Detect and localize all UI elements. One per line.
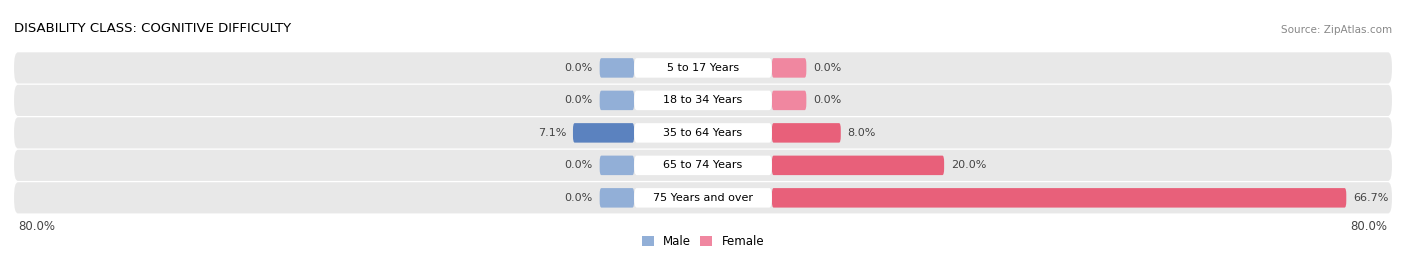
Text: DISABILITY CLASS: COGNITIVE DIFFICULTY: DISABILITY CLASS: COGNITIVE DIFFICULTY [14,22,291,35]
FancyBboxPatch shape [772,155,945,175]
Text: 0.0%: 0.0% [813,95,841,105]
Text: 66.7%: 66.7% [1353,193,1389,203]
FancyBboxPatch shape [599,91,634,110]
Legend: Male, Female: Male, Female [637,230,769,253]
Text: 0.0%: 0.0% [565,95,593,105]
FancyBboxPatch shape [634,188,772,208]
Text: 8.0%: 8.0% [848,128,876,138]
Text: 0.0%: 0.0% [565,160,593,170]
Text: 0.0%: 0.0% [565,193,593,203]
FancyBboxPatch shape [599,155,634,175]
FancyBboxPatch shape [14,85,1392,116]
FancyBboxPatch shape [14,52,1392,83]
Text: 35 to 64 Years: 35 to 64 Years [664,128,742,138]
Text: 5 to 17 Years: 5 to 17 Years [666,63,740,73]
Text: 0.0%: 0.0% [813,63,841,73]
Text: 65 to 74 Years: 65 to 74 Years [664,160,742,170]
FancyBboxPatch shape [634,58,772,78]
Text: 80.0%: 80.0% [18,220,55,233]
FancyBboxPatch shape [599,188,634,208]
FancyBboxPatch shape [14,117,1392,148]
FancyBboxPatch shape [634,123,772,143]
FancyBboxPatch shape [772,123,841,143]
FancyBboxPatch shape [634,155,772,175]
FancyBboxPatch shape [772,91,807,110]
FancyBboxPatch shape [772,58,807,78]
FancyBboxPatch shape [14,150,1392,181]
Text: 18 to 34 Years: 18 to 34 Years [664,95,742,105]
Text: 75 Years and over: 75 Years and over [652,193,754,203]
Text: Source: ZipAtlas.com: Source: ZipAtlas.com [1281,25,1392,35]
FancyBboxPatch shape [574,123,634,143]
FancyBboxPatch shape [634,91,772,110]
FancyBboxPatch shape [772,188,1347,208]
FancyBboxPatch shape [599,58,634,78]
Text: 80.0%: 80.0% [1351,220,1388,233]
Text: 20.0%: 20.0% [950,160,987,170]
Text: 0.0%: 0.0% [565,63,593,73]
Text: 7.1%: 7.1% [537,128,567,138]
FancyBboxPatch shape [14,182,1392,213]
